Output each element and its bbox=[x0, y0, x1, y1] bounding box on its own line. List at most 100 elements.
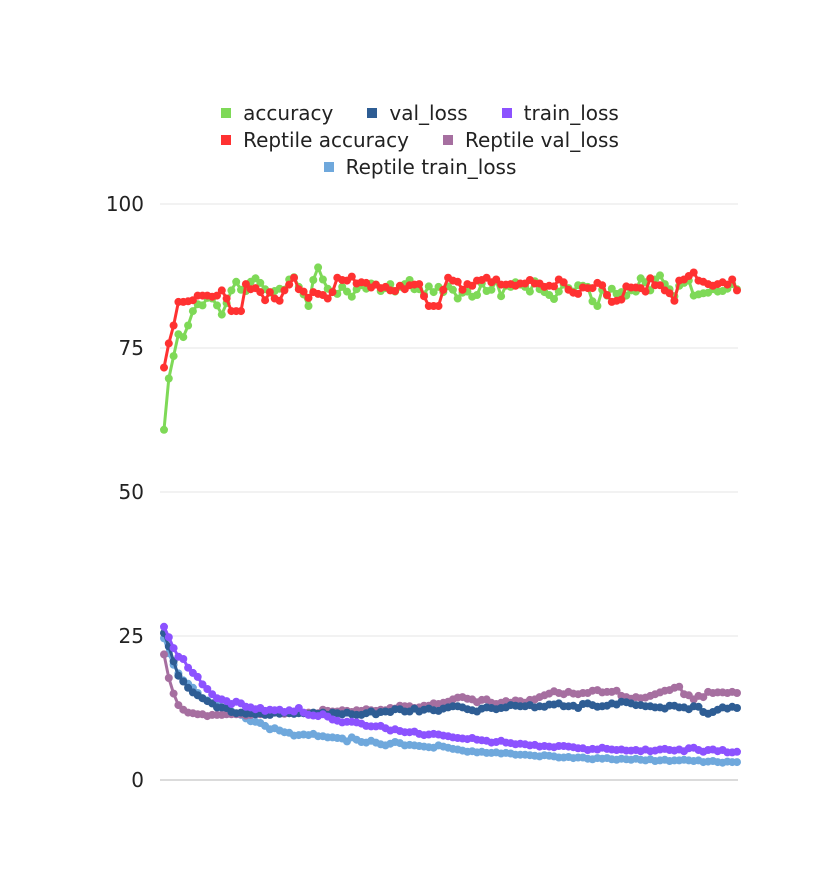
data-point-accuracy bbox=[169, 352, 178, 361]
data-point-accuracy bbox=[217, 310, 226, 319]
data-point-reptile-accuracy bbox=[420, 292, 428, 301]
legend-item-reptile-train-loss: Reptile train_loss bbox=[323, 154, 517, 180]
data-point-reptile-accuracy bbox=[237, 307, 245, 316]
data-point-accuracy bbox=[453, 294, 462, 303]
data-point-reptile-accuracy bbox=[415, 280, 424, 289]
data-point-accuracy bbox=[179, 333, 188, 342]
data-point-accuracy bbox=[213, 301, 221, 310]
legend-label-val-loss: val_loss bbox=[389, 101, 468, 125]
legend-row-2: Reptile accuracy Reptile val_loss bbox=[0, 127, 840, 153]
data-point-val-loss bbox=[694, 702, 703, 711]
data-point-reptile-accuracy bbox=[641, 287, 650, 296]
data-point-reptile-accuracy bbox=[280, 286, 289, 295]
data-point-reptile-accuracy bbox=[222, 294, 231, 303]
data-point-reptile-accuracy bbox=[646, 274, 655, 283]
data-point-accuracy bbox=[593, 302, 602, 310]
data-point-reptile-accuracy bbox=[299, 287, 308, 296]
data-point-accuracy bbox=[487, 285, 496, 294]
data-point-accuracy bbox=[188, 307, 197, 316]
data-point-val-loss bbox=[733, 704, 741, 712]
legend-swatch-reptile-accuracy bbox=[221, 135, 232, 145]
data-point-reptile-accuracy bbox=[328, 288, 337, 297]
data-point-reptile-accuracy bbox=[574, 289, 583, 298]
data-point-accuracy bbox=[198, 301, 207, 310]
data-point-reptile-accuracy bbox=[550, 282, 558, 291]
y-tick-label: 100 bbox=[106, 192, 144, 216]
data-point-accuracy bbox=[343, 287, 351, 296]
data-point-accuracy bbox=[184, 321, 193, 330]
legend-row-1: accuracy val_loss train_loss bbox=[0, 100, 840, 126]
legend-label-train-loss: train_loss bbox=[523, 101, 619, 125]
data-point-reptile-accuracy bbox=[458, 285, 467, 294]
data-point-reptile-accuracy bbox=[665, 289, 674, 298]
data-point-reptile-accuracy bbox=[323, 294, 332, 303]
data-point-reptile-accuracy bbox=[434, 302, 443, 310]
data-point-train-loss bbox=[193, 672, 202, 681]
legend-swatch-reptile-train-loss bbox=[323, 162, 334, 172]
legend-item-reptile-val-loss: Reptile val_loss bbox=[442, 127, 619, 153]
data-point-reptile-val-loss bbox=[733, 689, 741, 697]
legend-row-3: Reptile train_loss bbox=[0, 154, 840, 180]
data-point-accuracy bbox=[232, 277, 241, 286]
data-point-reptile-accuracy bbox=[164, 339, 173, 348]
data-point-reptile-accuracy bbox=[304, 293, 313, 302]
data-point-accuracy bbox=[424, 282, 433, 291]
legend-item-accuracy: accuracy bbox=[221, 100, 333, 126]
data-point-reptile-train-loss bbox=[733, 758, 741, 767]
data-point-train-loss bbox=[733, 747, 741, 756]
data-point-accuracy bbox=[227, 286, 236, 295]
y-tick-label: 75 bbox=[119, 336, 144, 360]
data-point-reptile-accuracy bbox=[559, 278, 568, 287]
data-point-reptile-accuracy bbox=[261, 296, 270, 305]
grid: 0 25 50 75 100 bbox=[106, 192, 738, 792]
data-point-train-loss bbox=[203, 685, 212, 693]
legend-item-val-loss: val_loss bbox=[367, 100, 468, 126]
data-point-accuracy bbox=[304, 302, 313, 310]
data-point-accuracy bbox=[656, 271, 664, 280]
data-point-reptile-accuracy bbox=[439, 285, 448, 294]
legend-label-reptile-val-loss: Reptile val_loss bbox=[464, 128, 619, 152]
data-point-reptile-accuracy bbox=[492, 275, 501, 284]
legend-item-reptile-accuracy: Reptile accuracy bbox=[221, 127, 409, 153]
data-point-accuracy bbox=[607, 284, 616, 293]
data-point-reptile-val-loss bbox=[169, 689, 178, 698]
legend-label-reptile-accuracy: Reptile accuracy bbox=[243, 128, 409, 152]
legend-label-accuracy: accuracy bbox=[243, 101, 334, 125]
data-point-reptile-accuracy bbox=[217, 286, 226, 295]
y-tick-label: 50 bbox=[119, 480, 144, 504]
data-point-reptile-accuracy bbox=[728, 275, 737, 284]
series-reptile-train-loss bbox=[160, 634, 741, 767]
data-point-accuracy bbox=[314, 263, 323, 272]
data-point-reptile-accuracy bbox=[391, 287, 400, 295]
data-point-reptile-accuracy bbox=[160, 363, 168, 372]
data-point-reptile-accuracy bbox=[689, 268, 698, 277]
data-point-reptile-accuracy bbox=[275, 296, 284, 305]
data-point-val-loss bbox=[179, 677, 188, 686]
data-point-accuracy bbox=[256, 278, 265, 287]
data-point-train-loss bbox=[164, 633, 173, 642]
data-point-reptile-val-loss bbox=[164, 674, 173, 682]
data-point-accuracy bbox=[525, 287, 534, 296]
data-point-reptile-accuracy bbox=[169, 321, 178, 330]
series-val-loss bbox=[160, 629, 741, 719]
legend-swatch-accuracy bbox=[221, 108, 232, 118]
data-point-reptile-accuracy bbox=[617, 295, 626, 304]
legend-swatch-train-loss bbox=[501, 108, 512, 118]
series-reptile-accuracy bbox=[160, 268, 741, 372]
data-point-reptile-accuracy bbox=[213, 291, 221, 300]
data-point-reptile-accuracy bbox=[588, 284, 597, 293]
y-tick-label: 0 bbox=[131, 768, 144, 792]
data-point-train-loss bbox=[169, 644, 178, 653]
data-point-accuracy bbox=[497, 292, 506, 301]
legend-swatch-val-loss bbox=[367, 108, 378, 118]
series-layer bbox=[160, 263, 741, 767]
data-point-reptile-accuracy bbox=[656, 281, 664, 290]
data-point-reptile-accuracy bbox=[285, 280, 294, 289]
data-point-reptile-accuracy bbox=[670, 296, 679, 305]
data-point-accuracy bbox=[318, 275, 327, 284]
y-tick-label: 25 bbox=[119, 624, 144, 648]
legend-item-train-loss: train_loss bbox=[501, 100, 619, 126]
legend-label-reptile-train-loss: Reptile train_loss bbox=[345, 155, 517, 179]
